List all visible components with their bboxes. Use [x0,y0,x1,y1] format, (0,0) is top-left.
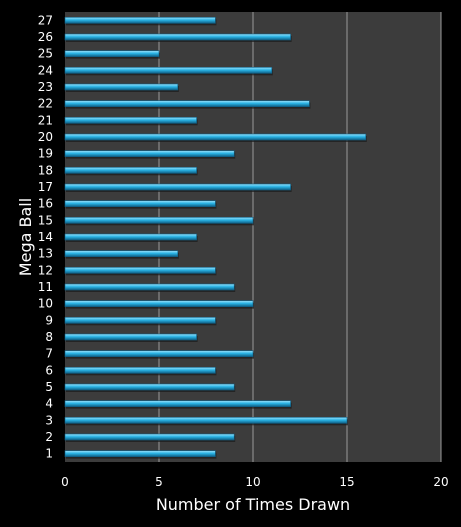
bar-mega-ball-18 [64,167,197,174]
bar-mega-ball-10 [64,300,254,307]
bar-mega-ball-4 [64,400,291,407]
y-tick-label: 15 [38,213,53,227]
y-tick-label: 25 [38,47,53,61]
bar-mega-ball-9 [64,317,216,324]
y-tick-label: 20 [38,130,53,144]
bar-mega-ball-26 [64,33,291,41]
y-tick-label: 3 [45,413,53,427]
y-tick-label: 12 [38,263,53,277]
y-tick-label: 19 [38,147,53,161]
bar-mega-ball-3 [64,417,348,424]
y-tick-label: 13 [38,247,53,261]
bar-mega-ball-22 [64,100,310,107]
x-tick-label: 15 [339,475,354,489]
bar-mega-ball-25 [64,50,160,57]
bar-mega-ball-8 [64,333,197,341]
x-tick-label: 10 [245,475,260,489]
bar-mega-ball-16 [64,200,216,207]
y-tick-label: 1 [45,447,53,461]
y-tick-label: 7 [45,347,53,361]
x-tick-label: 5 [155,475,163,489]
y-tick-label: 18 [38,163,53,177]
bar-mega-ball-15 [64,217,254,224]
x-axis-title: Number of Times Drawn [156,495,350,514]
y-tick-label: 21 [38,113,53,127]
bar-mega-ball-1 [64,450,216,457]
bar-mega-ball-20 [64,133,367,141]
y-tick-label: 22 [38,97,53,111]
y-tick-label: 4 [45,397,53,411]
bar-mega-ball-2 [64,433,235,441]
y-tick-labels: 1234567891011121314151617181920212223242… [38,13,53,460]
bar-mega-ball-19 [64,150,235,157]
bar-mega-ball-11 [64,283,235,291]
y-tick-label: 5 [45,380,53,394]
y-tick-label: 6 [45,363,53,377]
y-tick-label: 23 [38,80,53,94]
bar-mega-ball-21 [64,117,197,124]
y-tick-label: 9 [45,313,53,327]
bar-mega-ball-14 [64,233,197,241]
y-tick-label: 2 [45,430,53,444]
bar-mega-ball-6 [64,367,216,374]
x-tick-label: 20 [433,475,448,489]
y-tick-label: 8 [45,330,53,344]
y-tick-label: 10 [38,297,53,311]
bar-mega-ball-12 [64,267,216,274]
y-tick-label: 24 [38,63,53,77]
bar-mega-ball-5 [64,383,235,391]
bar-mega-ball-24 [64,67,273,74]
y-tick-label: 27 [38,13,53,27]
y-tick-label: 11 [38,280,53,294]
y-tick-label: 14 [38,230,53,244]
bars [64,17,367,459]
x-tick-labels: 0 5 10 15 20 [61,475,448,489]
bar-mega-ball-23 [64,83,179,91]
bar-mega-ball-7 [64,350,254,357]
x-tick-label: 0 [61,475,69,489]
bar-mega-ball-27 [64,17,216,24]
y-tick-label: 17 [38,180,53,194]
y-tick-label: 16 [38,197,53,211]
y-tick-label: 26 [38,30,53,44]
bar-mega-ball-13 [64,250,179,257]
bar-mega-ball-17 [64,183,291,191]
y-axis-title: Mega Ball [16,198,35,276]
